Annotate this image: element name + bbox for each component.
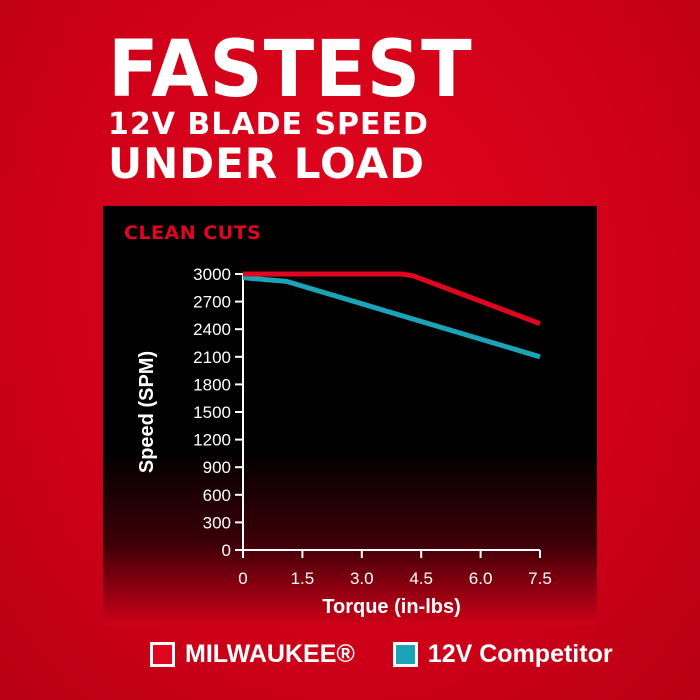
chart-title: CLEAN CUTS — [124, 222, 262, 244]
headline-line2: 12V BLADE SPEED — [108, 107, 429, 142]
y-tick-label: 3000 — [193, 265, 231, 284]
legend-label-milwaukee: MILWAUKEE® — [185, 640, 355, 668]
legend: MILWAUKEE® 12V Competitor — [150, 640, 613, 669]
y-tick-label: 1200 — [193, 431, 231, 450]
y-tick-label: 2700 — [193, 293, 231, 312]
series-line-0 — [243, 271, 541, 327]
x-tick-label: 6.0 — [469, 569, 493, 588]
y-tick-label: 300 — [203, 513, 231, 532]
headline-line3: UNDER LOAD — [108, 139, 425, 188]
x-axis-label: Torque (in-lbs) — [322, 596, 461, 618]
y-tick-label: 600 — [203, 486, 231, 505]
y-tick-label: 2100 — [193, 348, 231, 367]
x-tick-label: 1.5 — [291, 569, 315, 588]
y-tick-label: 0 — [222, 541, 231, 560]
legend-swatch-milwaukee — [150, 642, 175, 667]
y-tick-label: 1800 — [193, 375, 231, 394]
y-tick-label: 1500 — [193, 403, 231, 422]
x-tick-label: 7.5 — [528, 569, 552, 588]
x-tick-label: 4.5 — [409, 569, 433, 588]
y-axis-label: Speed (SPM) — [136, 351, 158, 473]
headline-line1: FASTEST — [108, 25, 473, 115]
x-tick-label: 3.0 — [350, 569, 374, 588]
legend-swatch-competitor — [392, 642, 418, 667]
y-tick-label: 2400 — [193, 320, 231, 339]
y-tick-label: 900 — [203, 458, 231, 477]
legend-label-competitor: 12V Competitor — [427, 640, 613, 668]
series-line-1 — [242, 275, 541, 360]
headline: FASTEST 12V BLADE SPEED UNDER LOAD — [108, 30, 492, 186]
x-tick-label: 0 — [238, 569, 247, 588]
